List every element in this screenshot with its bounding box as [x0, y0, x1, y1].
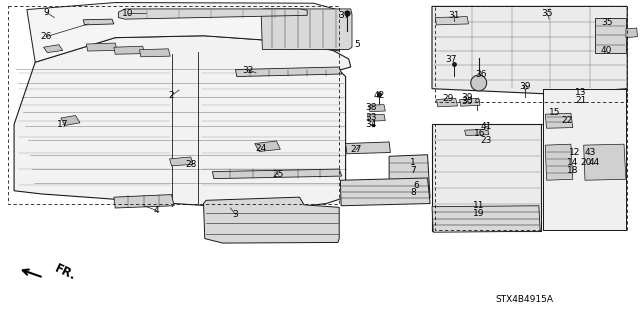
Polygon shape: [595, 18, 626, 53]
Text: 16: 16: [474, 129, 486, 138]
Circle shape: [471, 75, 486, 91]
Text: 43: 43: [584, 148, 596, 157]
Text: 35: 35: [601, 19, 612, 27]
Polygon shape: [389, 155, 430, 199]
Text: 23: 23: [481, 136, 492, 145]
Text: 17: 17: [57, 120, 68, 129]
Polygon shape: [432, 206, 540, 232]
Polygon shape: [236, 67, 342, 77]
Text: 29: 29: [442, 94, 454, 103]
Polygon shape: [261, 9, 352, 49]
Polygon shape: [140, 49, 170, 57]
Polygon shape: [255, 141, 280, 152]
Polygon shape: [465, 129, 489, 136]
Text: 27: 27: [350, 145, 362, 154]
Polygon shape: [27, 3, 339, 62]
Polygon shape: [204, 197, 339, 243]
Polygon shape: [432, 124, 541, 231]
Text: 37: 37: [339, 11, 350, 20]
Text: 4: 4: [154, 206, 159, 215]
Text: 33: 33: [365, 113, 377, 122]
Text: 38: 38: [365, 103, 377, 112]
Polygon shape: [545, 113, 573, 128]
Text: 25: 25: [273, 170, 284, 179]
Polygon shape: [14, 36, 351, 207]
Polygon shape: [367, 114, 385, 121]
Bar: [8, 6, 339, 204]
Text: 32: 32: [243, 66, 254, 75]
Polygon shape: [545, 144, 573, 180]
Text: STX4B4915A: STX4B4915A: [496, 295, 554, 304]
Text: 13: 13: [575, 88, 587, 97]
Polygon shape: [170, 157, 193, 166]
Bar: [543, 89, 627, 230]
Text: 39: 39: [461, 93, 473, 102]
Text: 28: 28: [185, 160, 196, 169]
Polygon shape: [435, 17, 468, 25]
Polygon shape: [114, 46, 145, 54]
Text: 24: 24: [255, 144, 267, 153]
Text: 12: 12: [569, 148, 580, 157]
Text: 26: 26: [40, 32, 52, 41]
Text: 36: 36: [476, 70, 487, 79]
Bar: [435, 124, 543, 230]
Polygon shape: [543, 89, 626, 230]
Polygon shape: [460, 98, 480, 106]
Text: 1: 1: [410, 158, 415, 167]
Text: 19: 19: [473, 209, 484, 218]
Polygon shape: [432, 6, 627, 94]
Text: 35: 35: [541, 9, 553, 18]
Text: 8: 8: [410, 188, 415, 197]
Text: 30: 30: [461, 97, 473, 106]
Text: 10: 10: [122, 9, 134, 18]
Text: 7: 7: [410, 166, 415, 175]
Text: 9: 9: [44, 8, 49, 17]
Text: 21: 21: [575, 96, 587, 105]
Polygon shape: [584, 144, 626, 180]
Polygon shape: [86, 43, 117, 51]
Polygon shape: [436, 98, 458, 107]
Polygon shape: [340, 178, 430, 206]
Text: 14: 14: [567, 158, 579, 167]
Text: 3: 3: [233, 210, 238, 219]
Text: 41: 41: [481, 122, 492, 130]
Polygon shape: [61, 115, 80, 125]
Text: 20: 20: [580, 158, 591, 167]
Text: 31: 31: [449, 11, 460, 20]
Text: 34: 34: [365, 120, 377, 129]
Polygon shape: [626, 28, 637, 38]
Text: 44: 44: [588, 158, 600, 167]
Polygon shape: [346, 142, 390, 154]
Text: 11: 11: [473, 201, 484, 210]
Text: 15: 15: [548, 108, 560, 117]
Text: 42: 42: [373, 91, 385, 100]
Polygon shape: [369, 105, 385, 112]
Polygon shape: [118, 9, 307, 19]
Polygon shape: [212, 169, 342, 179]
Polygon shape: [44, 45, 63, 53]
Text: 39: 39: [519, 82, 531, 91]
Text: FR.: FR.: [52, 262, 78, 283]
Polygon shape: [83, 19, 114, 25]
Text: 37: 37: [445, 55, 457, 63]
Text: 2: 2: [169, 91, 174, 100]
Text: 22: 22: [561, 116, 573, 125]
Bar: [435, 6, 627, 102]
Text: 6: 6: [413, 181, 419, 189]
Text: 40: 40: [601, 46, 612, 55]
Text: 5: 5: [355, 40, 360, 48]
Polygon shape: [114, 195, 174, 208]
Text: 18: 18: [567, 166, 579, 175]
